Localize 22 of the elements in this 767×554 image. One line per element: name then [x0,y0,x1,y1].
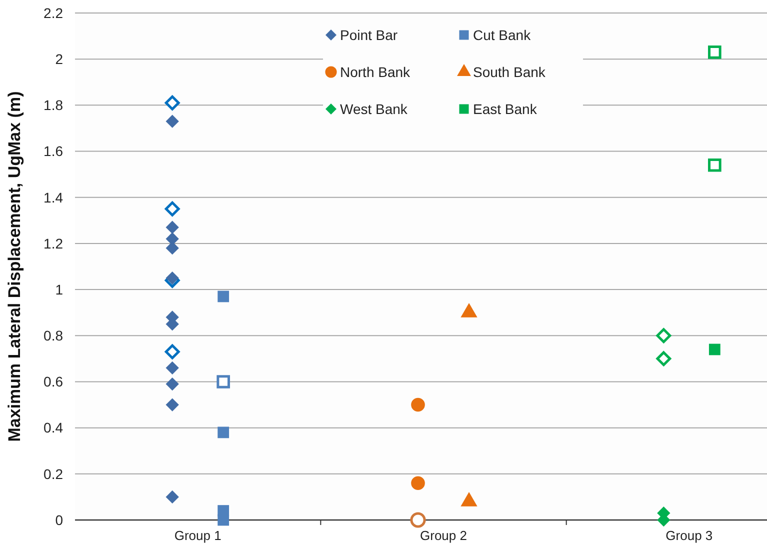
legend-label: South Bank [473,64,546,80]
y-tick-label: 1.2 [44,235,64,252]
y-tick-label: 0.4 [44,420,64,436]
y-tick-label: 1 [55,281,64,298]
legend-label: West Bank [340,100,408,117]
y-tick-label: 0.6 [44,374,64,390]
y-axis-title: Maximum Lateral Displacement, UgMax (m) [5,91,24,442]
y-tick-label: 1.4 [44,189,64,206]
x-tick-label: Group 3 [666,528,713,543]
y-tick-label: 2.2 [44,4,64,21]
y-tick-label: 1.8 [44,97,64,114]
y-tick-label: 0.8 [44,328,64,344]
y-tick-label: 0.2 [44,466,64,482]
y-tick-label: 2 [55,50,64,67]
x-tick-label: Group 1 [174,528,222,543]
legend-label: East Bank [473,100,538,117]
legend-label: Point Bar [340,26,398,43]
y-tick-label: 1.6 [44,143,64,160]
legend-label: North Bank [340,64,412,80]
legend-label: Cut Bank [473,26,532,43]
x-tick-label: Group 2 [420,528,467,543]
y-tick-label: 0 [55,512,64,528]
